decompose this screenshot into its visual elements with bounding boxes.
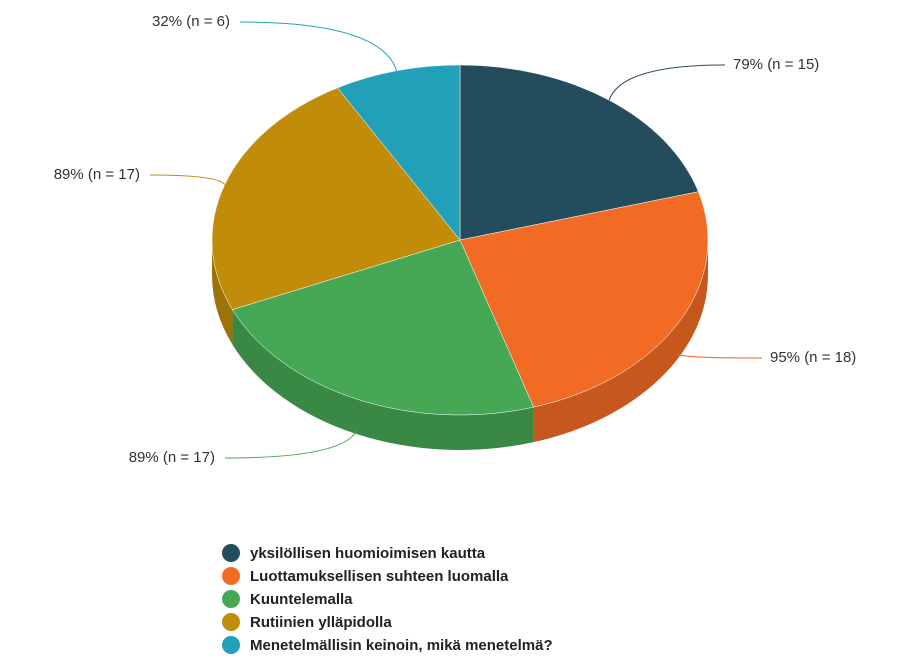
leader-line (678, 354, 763, 359)
slice (232, 239, 534, 416)
legend-marker (222, 590, 240, 608)
slice-side (232, 309, 534, 450)
slice-side (533, 240, 708, 443)
data-label: 89% (n = 17) (129, 449, 215, 466)
data-label: 89% (n = 17) (54, 166, 140, 183)
slice (337, 64, 461, 241)
legend-marker (222, 613, 240, 631)
data-label: 32% (n = 6) (152, 13, 230, 30)
legend-marker (222, 544, 240, 562)
leader-line (224, 430, 357, 459)
leader-line (149, 174, 226, 185)
legend-marker (222, 636, 240, 654)
slice (459, 191, 709, 408)
legend-label: Kuuntelemalla (250, 591, 353, 608)
data-label: 79% (n = 15) (733, 56, 819, 73)
legend-label: Rutiinien ylläpidolla (250, 614, 392, 631)
data-label: 95% (n = 18) (770, 349, 856, 366)
slice (459, 64, 699, 241)
legend-label: yksilöllisen huomioimisen kautta (250, 545, 486, 562)
leader-line (608, 64, 726, 101)
legend-label: Menetelmällisin keinoin, mikä menetelmä? (250, 637, 553, 654)
legend-marker (222, 567, 240, 585)
legend-label: Luottamuksellisen suhteen luomalla (250, 568, 509, 585)
slice-side (212, 240, 233, 345)
leader-line (239, 21, 398, 71)
